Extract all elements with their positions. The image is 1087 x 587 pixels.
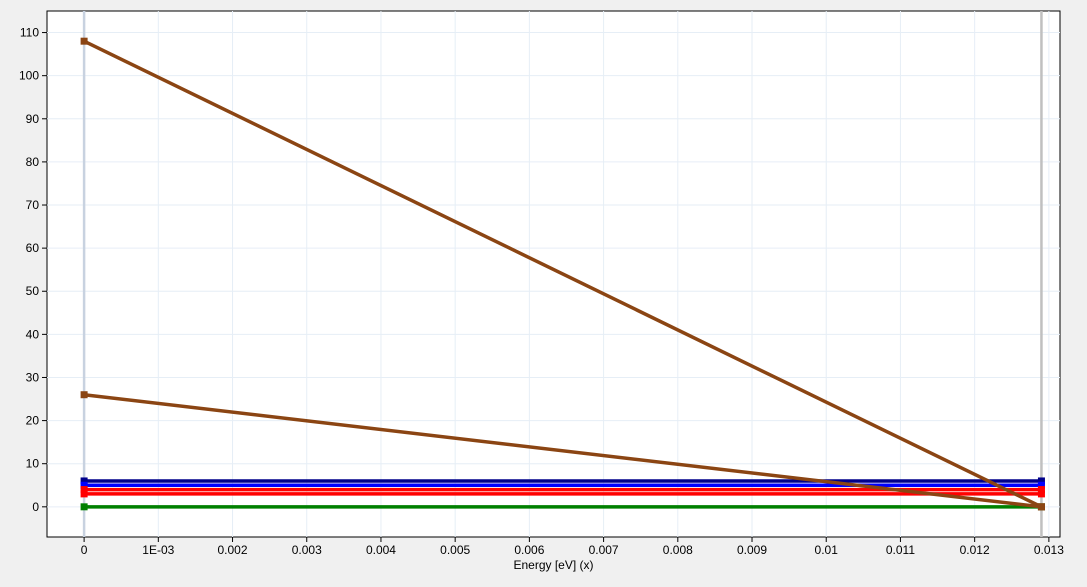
data-point	[80, 490, 88, 498]
x-tick-label: 0.007	[589, 543, 619, 557]
y-tick-label: 0	[32, 500, 39, 514]
y-tick-label: 110	[20, 26, 39, 40]
x-tick-label: 0.003	[292, 543, 322, 557]
x-tick-label: 0.005	[440, 543, 470, 557]
y-tick-label: 60	[26, 241, 40, 255]
data-point	[1037, 490, 1045, 498]
data-point	[1037, 481, 1045, 489]
x-tick-label: 0.012	[960, 543, 990, 557]
data-point	[1037, 477, 1045, 485]
x-axis-label: Energy [eV] (x)	[513, 558, 593, 572]
y-tick-label: 80	[26, 155, 40, 169]
x-tick-label: 0.011	[886, 543, 915, 557]
x-tick-label: 0.01	[815, 543, 839, 557]
x-tick-label: 0.009	[737, 543, 767, 557]
data-point	[1037, 503, 1045, 511]
x-tick-label: 0.002	[218, 543, 248, 557]
vertical-markers	[82, 11, 1043, 537]
y-tick-label: 50	[26, 284, 40, 298]
y-tick-label: 10	[26, 457, 40, 471]
x-tick-label: 0.013	[1034, 543, 1064, 557]
data-point	[80, 503, 88, 511]
y-tick-label: 20	[26, 414, 40, 428]
y-tick-label: 40	[26, 327, 40, 341]
y-tick-label: 30	[26, 370, 40, 384]
data-point	[80, 37, 88, 45]
data-point	[80, 477, 88, 485]
series-lines	[80, 37, 1045, 511]
data-point	[1037, 486, 1045, 494]
x-tick-label: 0.008	[663, 543, 693, 557]
data-point	[80, 486, 88, 494]
y-tick-label: 90	[26, 112, 40, 126]
axes: 0 1E-03 0.002 0.003 0.004 0.005 0.006 0.007 0.00…	[19, 26, 1064, 557]
x-tick-label: 0	[81, 543, 88, 557]
series-line	[83, 39, 1043, 509]
y-tick-label: 100	[19, 69, 39, 83]
plot-area	[46, 10, 1061, 538]
data-point	[80, 391, 88, 399]
x-tick-label: 0.006	[514, 543, 544, 557]
x-tick-label: 0.004	[366, 543, 396, 557]
x-tick-label: 1E-03	[142, 543, 174, 557]
y-tick-label: 70	[26, 198, 40, 212]
data-point	[80, 481, 88, 489]
series-line	[83, 392, 1042, 509]
